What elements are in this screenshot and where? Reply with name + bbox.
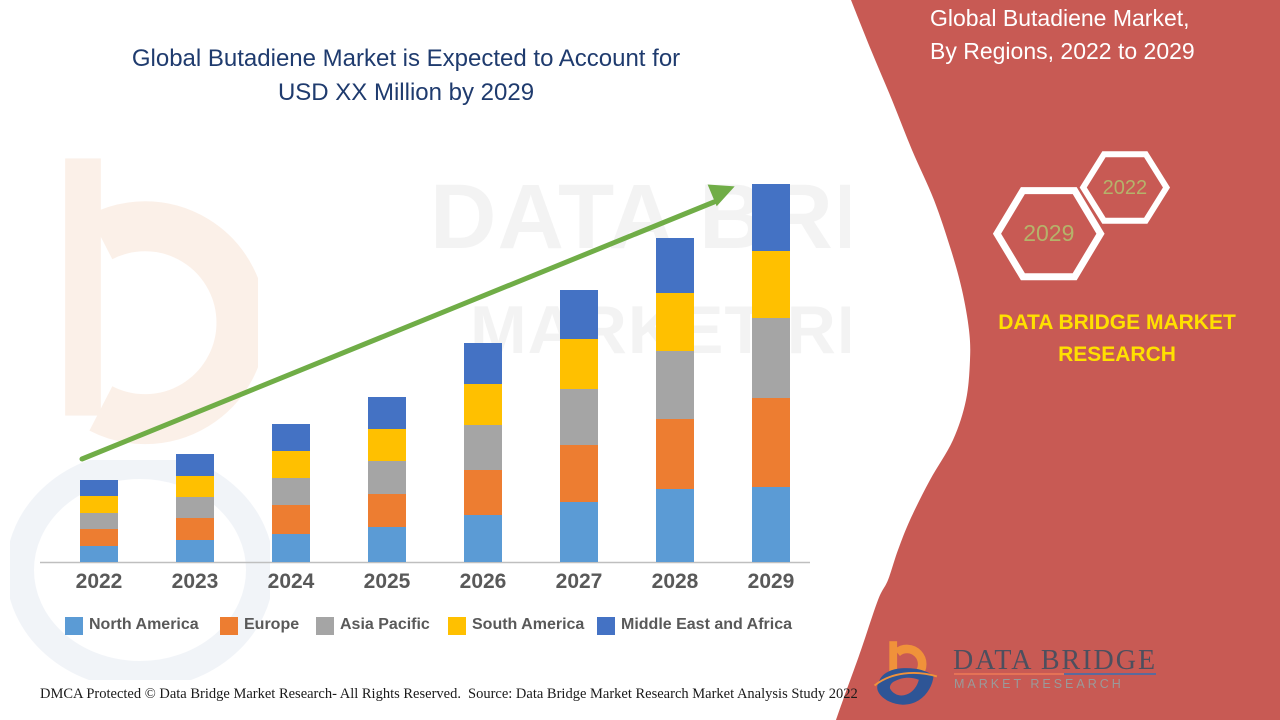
svg-text:2022: 2022	[1103, 177, 1148, 199]
svg-text:2029: 2029	[1023, 220, 1074, 246]
